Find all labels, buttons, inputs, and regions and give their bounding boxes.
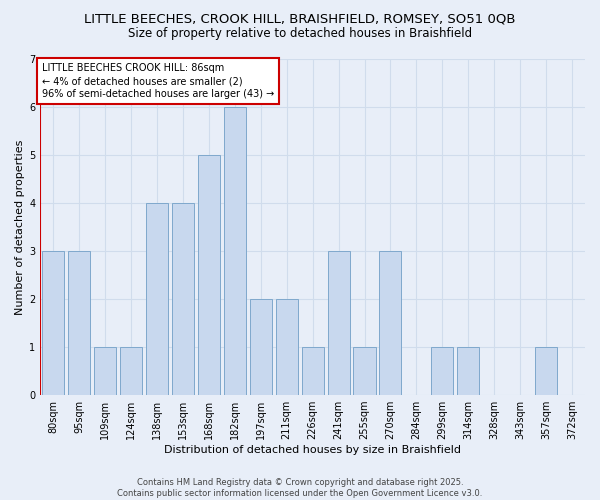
Bar [353, 347, 376, 395]
Bar [457, 347, 479, 395]
Text: LITTLE BEECHES, CROOK HILL, BRAISHFIELD, ROMSEY, SO51 0QB: LITTLE BEECHES, CROOK HILL, BRAISHFIELD,… [84, 12, 516, 26]
Text: LITTLE BEECHES CROOK HILL: 86sqm
← 4% of detached houses are smaller (2)
96% of : LITTLE BEECHES CROOK HILL: 86sqm ← 4% of… [41, 63, 274, 99]
Bar [120, 347, 142, 395]
Bar [94, 347, 116, 395]
Bar [250, 299, 272, 395]
Bar [535, 347, 557, 395]
Bar [198, 155, 220, 395]
Bar [68, 251, 90, 395]
Bar [379, 251, 401, 395]
Text: Contains HM Land Registry data © Crown copyright and database right 2025.
Contai: Contains HM Land Registry data © Crown c… [118, 478, 482, 498]
Y-axis label: Number of detached properties: Number of detached properties [15, 140, 25, 314]
Bar [275, 299, 298, 395]
Bar [146, 203, 168, 395]
Bar [42, 251, 64, 395]
X-axis label: Distribution of detached houses by size in Braishfield: Distribution of detached houses by size … [164, 445, 461, 455]
Bar [224, 107, 246, 395]
Bar [431, 347, 454, 395]
Bar [302, 347, 323, 395]
Bar [172, 203, 194, 395]
Text: Size of property relative to detached houses in Braishfield: Size of property relative to detached ho… [128, 28, 472, 40]
Bar [328, 251, 350, 395]
